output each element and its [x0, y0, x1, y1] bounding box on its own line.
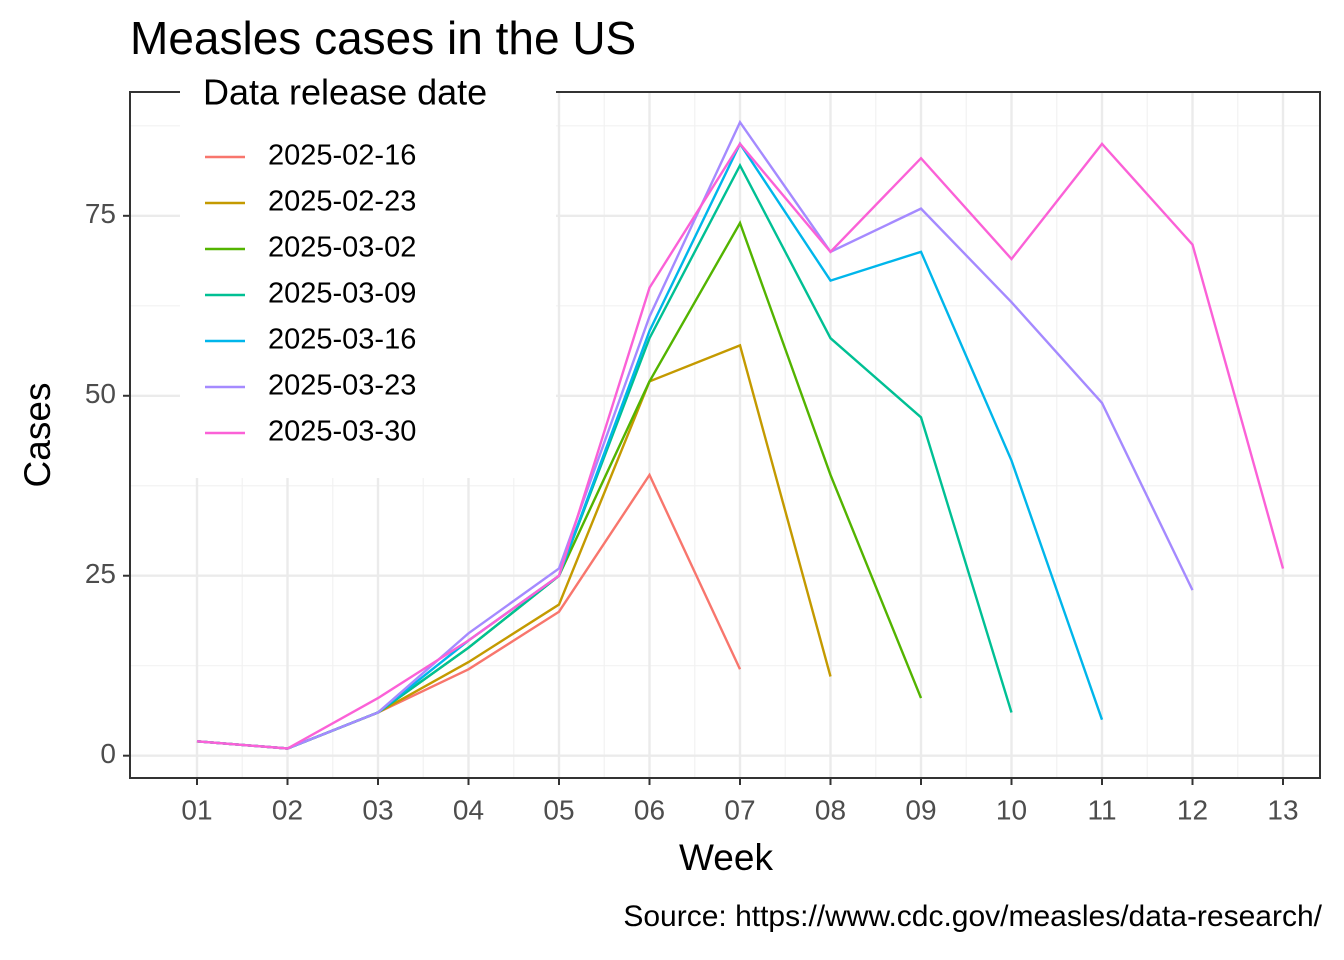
x-tick-label: 03 — [362, 794, 393, 825]
x-tick-label: 04 — [453, 794, 484, 825]
x-tick-label: 11 — [1087, 794, 1116, 825]
y-tick-label: 50 — [85, 378, 116, 409]
x-tick-label: 07 — [724, 794, 755, 825]
panel-border — [129, 91, 1321, 779]
y-tick-label: 0 — [100, 738, 116, 769]
x-tick-label: 10 — [996, 794, 1027, 825]
x-tick-label: 13 — [1267, 794, 1298, 825]
x-tick-label: 05 — [543, 794, 574, 825]
legend-label: 2025-03-23 — [268, 370, 416, 402]
x-tick-label: 02 — [272, 794, 303, 825]
x-tick-label: 08 — [815, 794, 846, 825]
x-axis-label: Week — [679, 837, 773, 878]
legend-label: 2025-03-02 — [268, 232, 416, 264]
legend-title: Data release date — [203, 72, 487, 113]
y-axis-label: Cases — [17, 383, 58, 488]
y-tick-label: 75 — [85, 198, 116, 229]
x-tick-label: 09 — [905, 794, 936, 825]
chart-title: Measles cases in the US — [130, 12, 636, 64]
series-line — [196, 119, 1194, 750]
y-tick-label: 25 — [85, 558, 116, 589]
x-tick-label: 06 — [634, 794, 665, 825]
x-tick-label: 12 — [1177, 794, 1208, 825]
legend-label: 2025-02-23 — [268, 186, 416, 218]
series-line — [196, 141, 1285, 750]
legend-label: 2025-02-16 — [268, 140, 416, 172]
legend-label: 2025-03-30 — [268, 416, 416, 448]
legend-label: 2025-03-16 — [268, 324, 416, 356]
caption: Source: https://www.cdc.gov/measles/data… — [623, 900, 1322, 933]
legend-label: 2025-03-09 — [268, 278, 416, 310]
legend-box — [180, 78, 556, 478]
x-tick-label: 01 — [181, 794, 212, 825]
